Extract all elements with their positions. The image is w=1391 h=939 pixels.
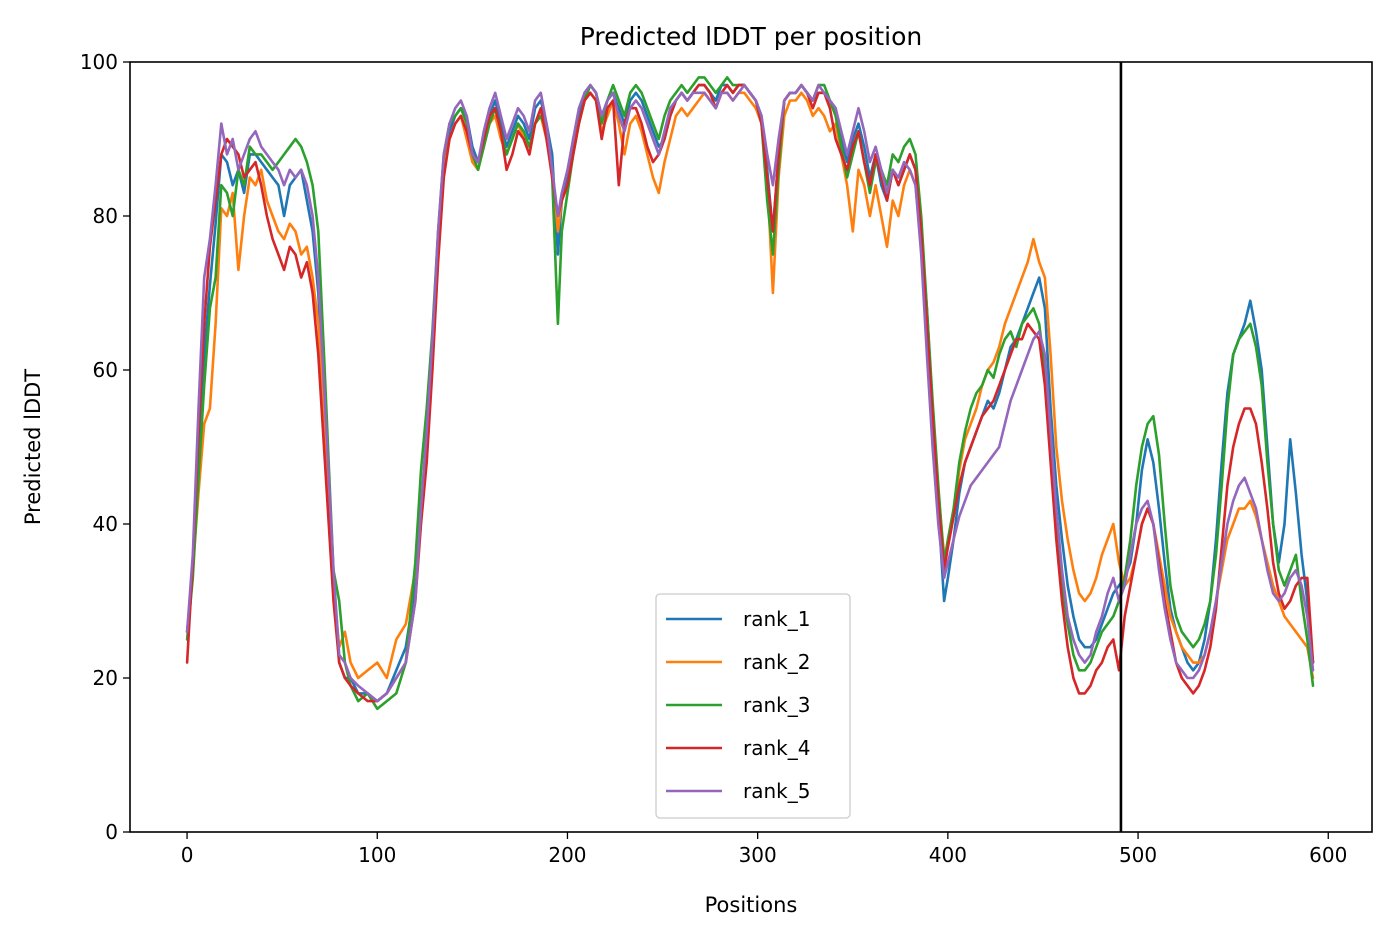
legend: rank_1 rank_2 rank_3 rank_4 rank_5 (655, 593, 851, 819)
series-layer (185, 76, 1315, 711)
y-tick-label: 0 (105, 820, 118, 844)
series-line-rank_5 (185, 83, 1315, 703)
x-tick-label: 100 (358, 843, 396, 867)
legend-box (655, 593, 851, 819)
y-axis-title: Predicted lDDT (21, 369, 45, 525)
y-axis: 0 20 40 60 80 100 (80, 50, 130, 844)
legend-label-rank_3: rank_3 (743, 693, 810, 717)
x-tick-label: 300 (739, 843, 777, 867)
legend-label-rank_2: rank_2 (743, 650, 810, 674)
legend-label-rank_1: rank_1 (743, 607, 810, 631)
legend-label-rank_4: rank_4 (743, 736, 810, 760)
x-tick-label: 0 (181, 843, 194, 867)
x-tick-label: 600 (1309, 843, 1347, 867)
y-tick-label: 40 (93, 512, 118, 536)
y-tick-label: 100 (80, 50, 118, 74)
x-axis: 0 100 200 300 400 500 600 (181, 832, 1347, 867)
chart-title: Predicted lDDT per position (580, 22, 922, 51)
x-axis-title: Positions (705, 893, 798, 917)
x-tick-label: 400 (929, 843, 967, 867)
y-tick-label: 80 (93, 204, 118, 228)
y-tick-label: 20 (93, 666, 118, 690)
x-tick-label: 200 (548, 843, 586, 867)
y-tick-label: 60 (93, 358, 118, 382)
x-tick-label: 500 (1119, 843, 1157, 867)
legend-label-rank_5: rank_5 (743, 779, 810, 803)
plot-frame (129, 61, 1373, 833)
